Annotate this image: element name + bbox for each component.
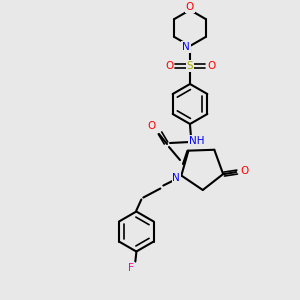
Text: N: N — [182, 42, 190, 52]
Text: O: O — [240, 166, 248, 176]
Text: F: F — [128, 262, 134, 272]
Text: O: O — [165, 61, 173, 71]
Text: O: O — [207, 61, 215, 71]
Text: O: O — [186, 2, 194, 12]
Text: O: O — [148, 121, 156, 131]
Text: NH: NH — [189, 136, 205, 146]
Text: S: S — [187, 61, 193, 71]
Text: N: N — [172, 172, 180, 182]
